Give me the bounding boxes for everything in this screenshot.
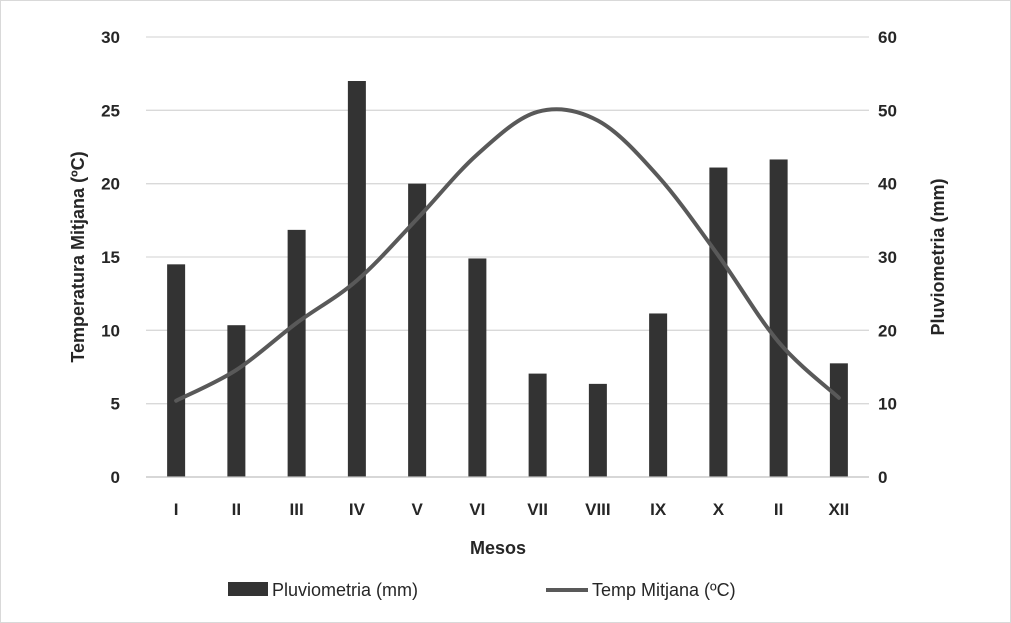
- bar: [167, 264, 186, 477]
- bar: [769, 159, 788, 477]
- bar: [408, 183, 427, 477]
- bar: [588, 383, 607, 477]
- y-left-tick-label: 0: [111, 468, 120, 487]
- y-axis-left-title: Temperatura Mitjana (ºC): [68, 151, 88, 362]
- y-right-tick-label: 40: [878, 175, 897, 194]
- bar-series: [167, 81, 848, 478]
- legend-line-label: Temp Mitjana (ºC): [592, 580, 736, 600]
- legend: Pluviometria (mm) Temp Mitjana (ºC): [228, 580, 736, 600]
- x-axis-title: Mesos: [470, 538, 526, 558]
- y-right-tick-label: 10: [878, 395, 897, 414]
- y-right-tick-label: 60: [878, 28, 897, 47]
- x-tick-label: VI: [469, 500, 485, 519]
- x-tick-label: IV: [349, 500, 366, 519]
- x-tick-label: II: [774, 500, 783, 519]
- y-right-tick-label: 50: [878, 101, 897, 120]
- x-tick-label: VIII: [585, 500, 611, 519]
- gridlines: [146, 36, 869, 405]
- legend-bar-label: Pluviometria (mm): [272, 580, 418, 600]
- y-right-tick-label: 0: [878, 468, 887, 487]
- x-tick-label: V: [411, 500, 423, 519]
- y-left-tick-label: 30: [101, 28, 120, 47]
- x-tick-label: XII: [828, 500, 849, 519]
- bar: [227, 325, 246, 477]
- line-series: [174, 107, 841, 403]
- temperature-line: [174, 107, 841, 403]
- legend-bar-swatch: [228, 582, 268, 596]
- bar: [528, 373, 547, 477]
- bar: [468, 258, 487, 477]
- y-left-tick-label: 20: [101, 175, 120, 194]
- bar: [287, 229, 306, 477]
- y-left-tick-label: 25: [101, 101, 120, 120]
- bar: [649, 313, 668, 477]
- x-tick-label: X: [713, 500, 725, 519]
- x-tick-label: I: [174, 500, 179, 519]
- y-right-tick-label: 30: [878, 248, 897, 267]
- bar: [709, 167, 728, 478]
- y-axis-right-title: Pluviometria (mm): [928, 178, 948, 335]
- y-left-tick-label: 10: [101, 321, 120, 340]
- y-left-tick-label: 15: [101, 248, 120, 267]
- x-tick-label: III: [290, 500, 304, 519]
- x-tick-label: IX: [650, 500, 667, 519]
- y-right-tick-label: 20: [878, 321, 897, 340]
- y-left-tick-label: 5: [111, 395, 120, 414]
- bar: [829, 363, 848, 477]
- x-tick-label: VII: [527, 500, 548, 519]
- x-tick-label: II: [232, 500, 241, 519]
